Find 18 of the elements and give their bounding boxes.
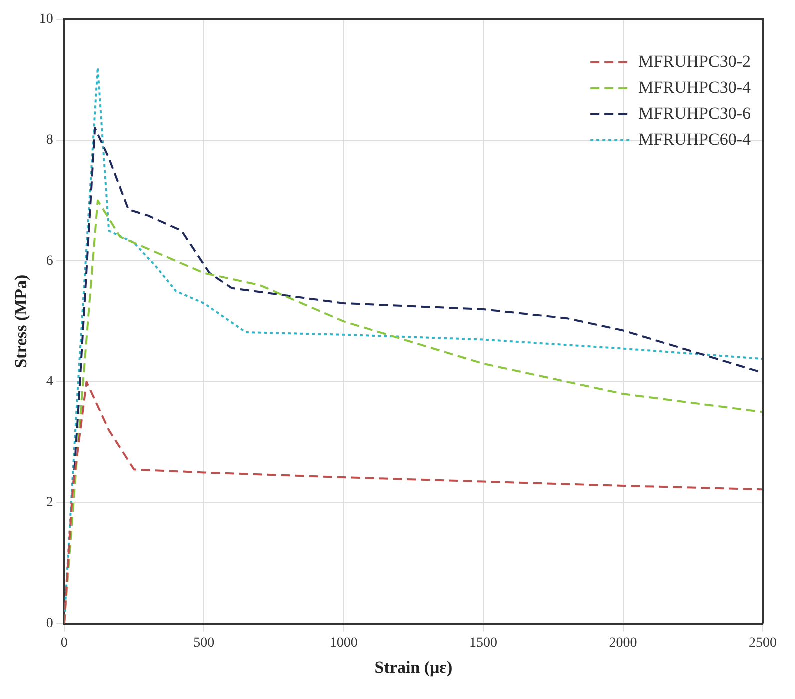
x-tick-label: 1500	[470, 636, 498, 651]
x-axis-title: Strain (με)	[374, 658, 453, 678]
y-tick-label: 8	[46, 132, 54, 148]
y-tick-label: 4	[46, 374, 54, 390]
x-tick-label: 0	[60, 636, 68, 651]
legend-label: MFRUHPC60-4	[638, 130, 752, 149]
y-axis-title: Stress (MPa)	[12, 274, 31, 368]
legend-label: MFRUHPC30-2	[638, 52, 752, 71]
x-tick-label: 2000	[609, 636, 638, 651]
y-tick-label: 0	[46, 616, 54, 632]
legend-label: MFRUHPC30-4	[638, 78, 752, 97]
y-tick-label: 6	[46, 254, 54, 269]
y-tick-label: 10	[39, 12, 54, 28]
y-tick-label: 2	[46, 496, 54, 511]
legend-label: MFRUHPC30-6	[638, 104, 752, 123]
x-tick-label: 500	[194, 636, 215, 651]
x-tick-label: 2500	[749, 636, 777, 651]
x-tick-label: 1000	[330, 636, 358, 651]
